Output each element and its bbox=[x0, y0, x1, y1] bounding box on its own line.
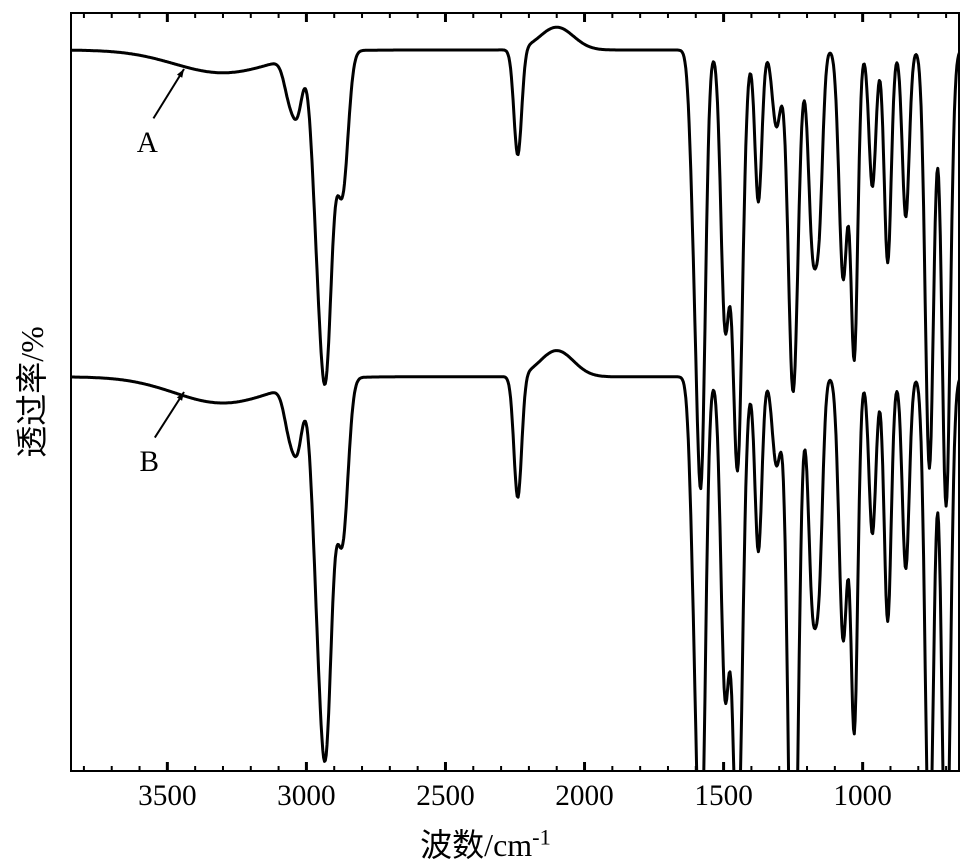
annotation-B: B bbox=[140, 446, 160, 479]
x-axis-label-prefix: 波数/cm bbox=[420, 827, 532, 863]
x-tick-label: 1500 bbox=[694, 780, 753, 813]
x-tick-label: 3500 bbox=[138, 780, 197, 813]
y-axis-label: 透过率/% bbox=[7, 326, 53, 458]
spectrum-B bbox=[70, 351, 959, 772]
x-tick-label: 1000 bbox=[833, 780, 892, 813]
ftir-figure: 透过率/% 波数/cm-1 350030002500200015001000 A… bbox=[0, 0, 971, 859]
x-tick-label: 2000 bbox=[555, 780, 614, 813]
x-tick-label: 2500 bbox=[416, 780, 475, 813]
annotation-A: A bbox=[137, 127, 158, 160]
plot-area bbox=[70, 12, 960, 772]
x-axis-label-sup: -1 bbox=[532, 824, 551, 849]
x-tick-label: 3000 bbox=[277, 780, 336, 813]
x-axis-label: 波数/cm-1 bbox=[420, 820, 551, 866]
